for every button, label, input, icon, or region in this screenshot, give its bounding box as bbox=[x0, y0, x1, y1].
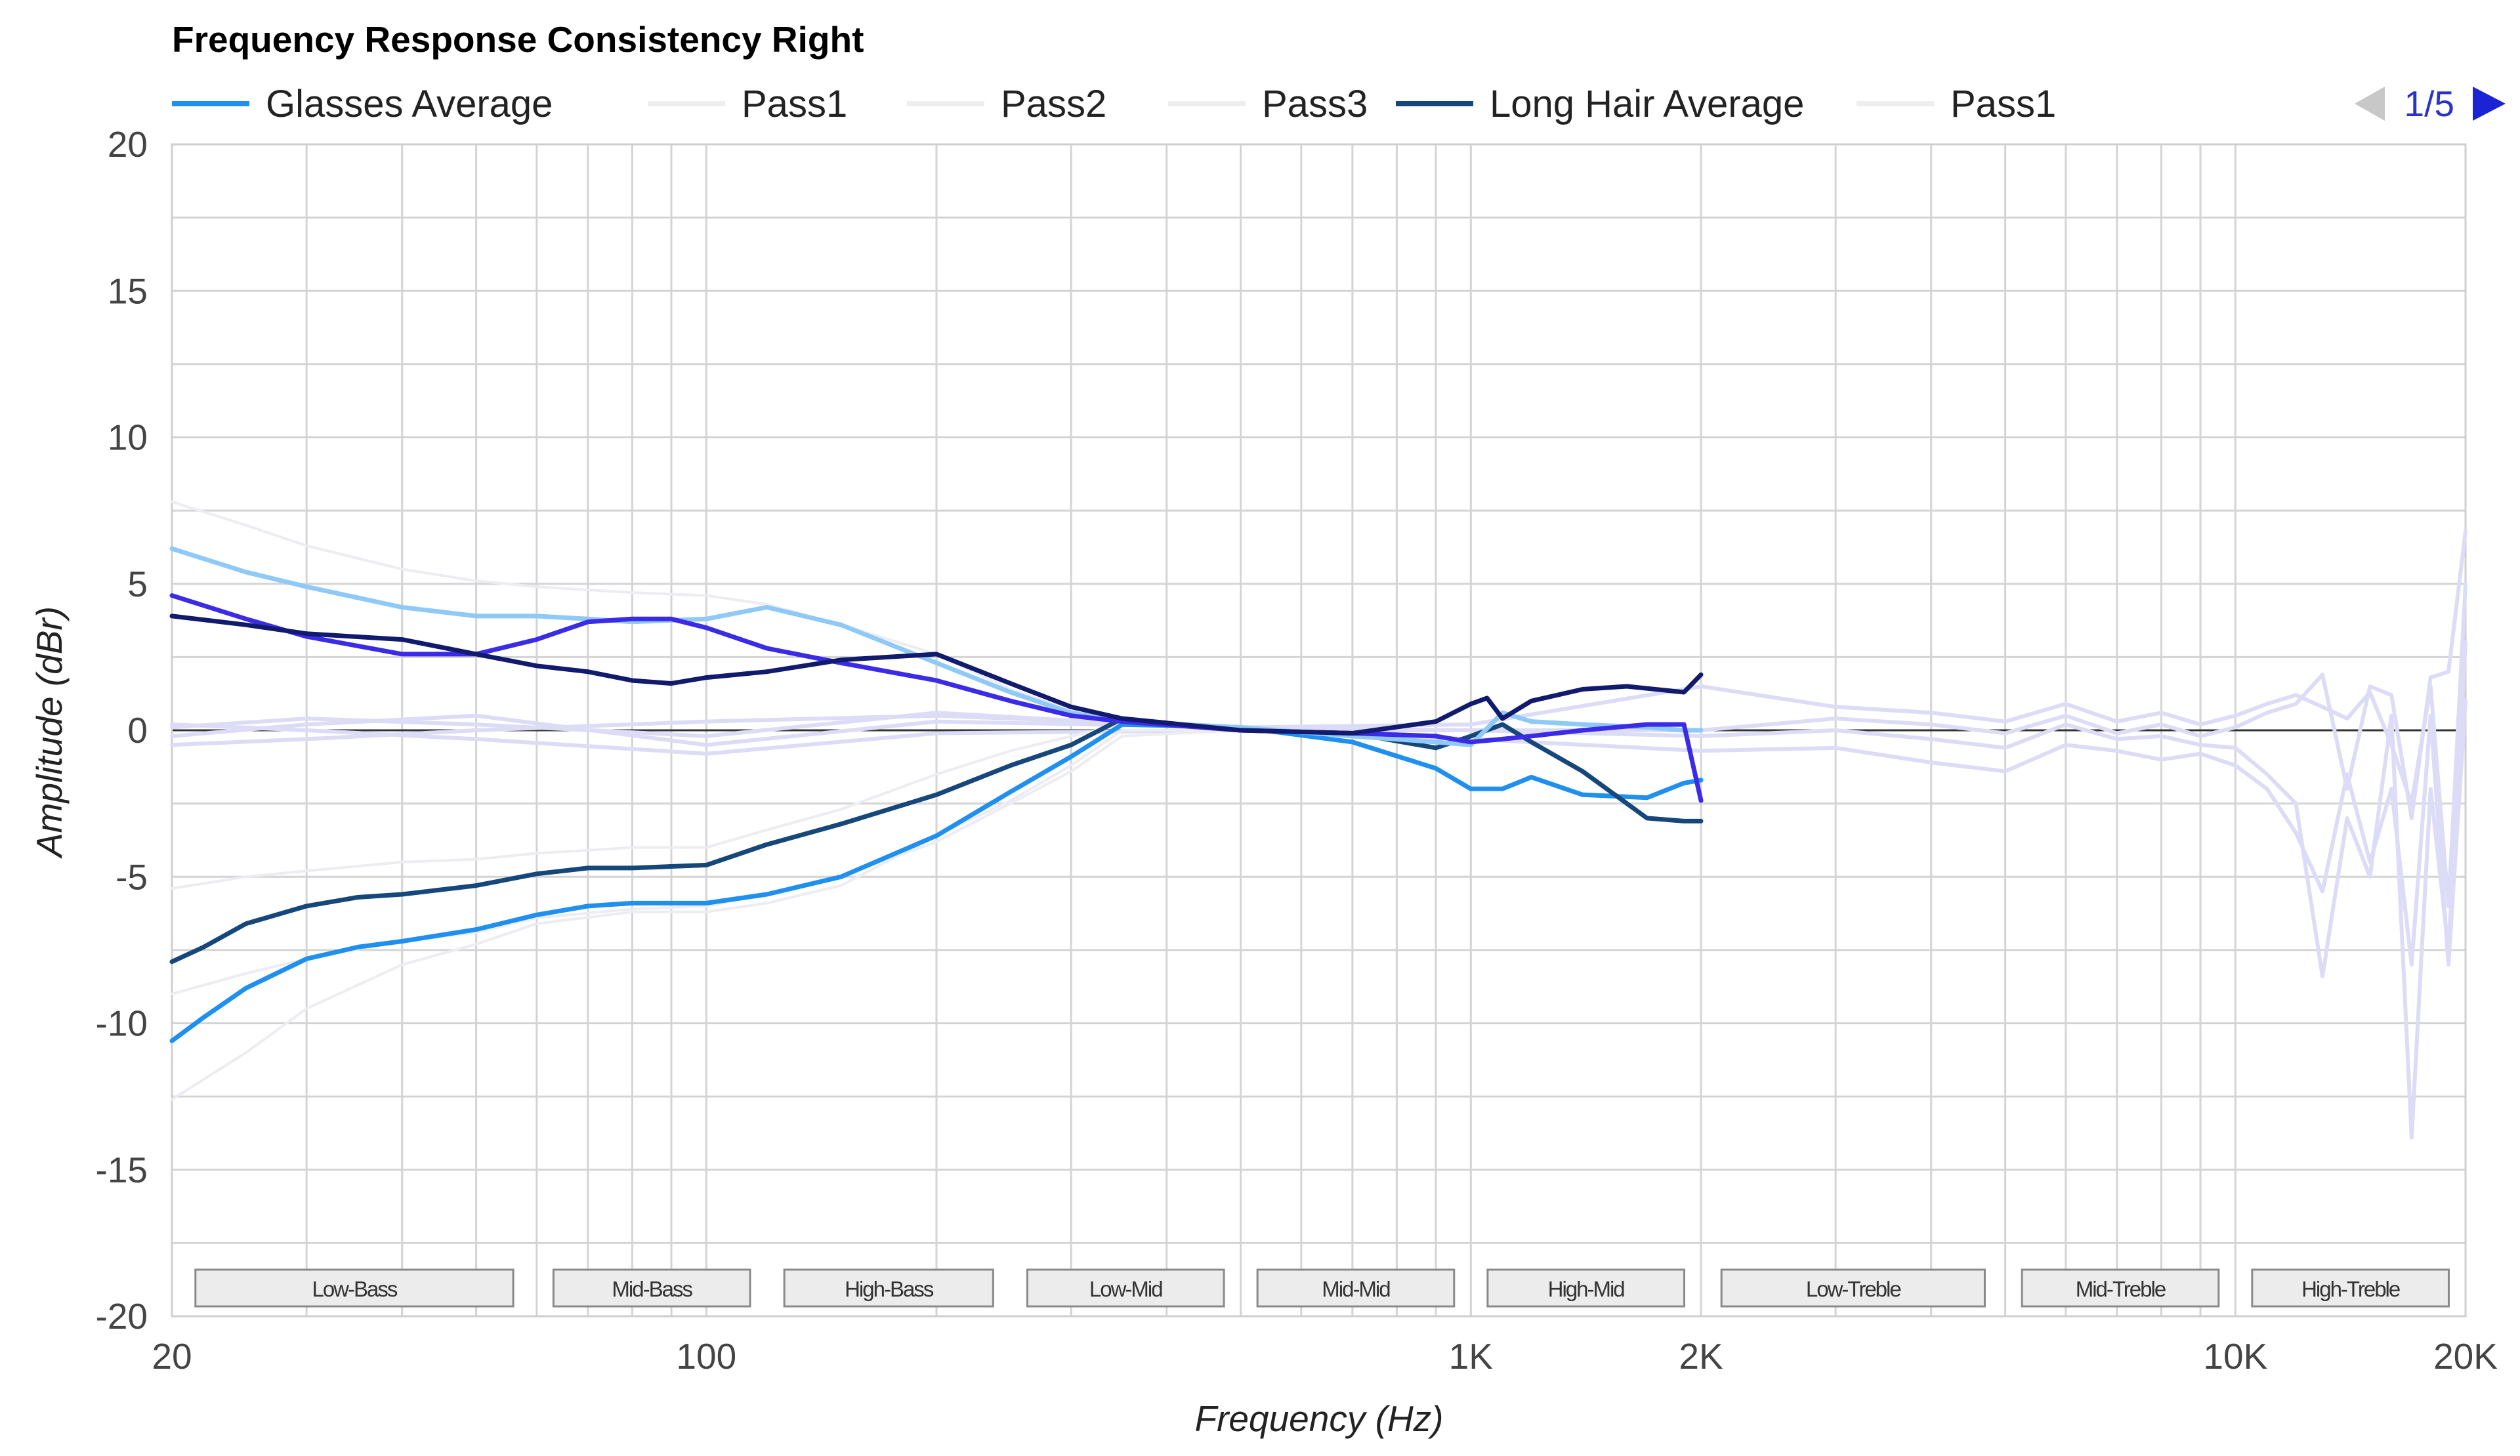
band-label: Low-Mid bbox=[1089, 1277, 1162, 1301]
legend-swatch bbox=[1168, 101, 1246, 106]
y-tick-label: 20 bbox=[108, 124, 148, 165]
pager-text: 1/5 bbox=[2404, 83, 2454, 124]
y-tick-label: -15 bbox=[96, 1150, 148, 1190]
legend-item[interactable]: Glasses Average bbox=[172, 77, 553, 130]
frequency-bands: Low-Bass Mid-Bass High-Bass Low-Mid Mid-Mid H… bbox=[194, 1268, 2450, 1308]
legend: 1/5 Glasses Average Pass1 Pass2 Pass3 Long H… bbox=[172, 77, 2508, 130]
x-tick-label: 100 bbox=[676, 1336, 736, 1377]
legend-label: Pass2 bbox=[1001, 82, 1107, 125]
x-tick-label: 1K bbox=[1449, 1336, 1494, 1377]
legend-item[interactable]: Pass2 bbox=[907, 77, 1106, 130]
y-tick-label: -20 bbox=[96, 1296, 148, 1337]
series-line-glasses-pass bbox=[169, 593, 1704, 803]
y-axis-label: Amplitude (dBr) bbox=[29, 606, 70, 858]
band-label: Low-Bass bbox=[312, 1277, 397, 1301]
legend-item[interactable]: Pass1 bbox=[1857, 77, 2056, 130]
legend-swatch bbox=[648, 101, 725, 106]
series-line-pass bbox=[171, 500, 1242, 732]
y-tick-label: 15 bbox=[108, 270, 148, 311]
legend-label: Pass1 bbox=[742, 82, 848, 125]
legend-swatch bbox=[907, 101, 984, 106]
series-line-pass bbox=[170, 529, 2468, 820]
y-tick-label: 5 bbox=[127, 564, 148, 604]
legend-swatch bbox=[1396, 101, 1473, 106]
series-line-pass bbox=[171, 729, 1242, 1101]
band-label: High-Bass bbox=[845, 1277, 934, 1301]
series-line-pass bbox=[170, 699, 2468, 967]
legend-label: Long Hair Average bbox=[1490, 82, 1805, 125]
pager-next-icon[interactable] bbox=[2469, 84, 2508, 123]
band-box bbox=[2251, 1268, 2450, 1308]
band-box bbox=[194, 1268, 514, 1308]
legend-item[interactable]: Pass1 bbox=[648, 77, 847, 130]
y-tick-label: 0 bbox=[127, 710, 148, 751]
legend-swatch bbox=[172, 101, 249, 106]
x-tick-label: 10K bbox=[2203, 1336, 2267, 1377]
band-box bbox=[1720, 1268, 1986, 1308]
band-box bbox=[1256, 1268, 1456, 1308]
series-line-glasses-pass bbox=[169, 546, 1704, 747]
band-box bbox=[2021, 1268, 2220, 1308]
band-box bbox=[1026, 1268, 1225, 1308]
band-box bbox=[1486, 1268, 1685, 1308]
x-tick-label: 20K bbox=[2433, 1336, 2498, 1377]
band-label: High-Mid bbox=[1548, 1277, 1625, 1301]
legend-label: Pass3 bbox=[1262, 82, 1368, 125]
series-line-long-hair-pass bbox=[169, 614, 1704, 736]
series-group bbox=[169, 500, 2468, 1140]
x-tick-label: 2K bbox=[1679, 1336, 1723, 1377]
series-line-pass bbox=[171, 723, 1242, 890]
band-box bbox=[783, 1268, 994, 1308]
series-line-pass bbox=[170, 581, 2468, 908]
y-tick-label: -5 bbox=[116, 856, 148, 897]
band-label: High-Treble bbox=[2301, 1277, 2400, 1301]
legend-swatch bbox=[1857, 101, 1934, 106]
legend-item[interactable]: Long Hair Average bbox=[1396, 77, 1804, 130]
pager-prev-icon[interactable] bbox=[2351, 84, 2390, 123]
y-tick-label: -10 bbox=[96, 1003, 148, 1044]
series-line-glasses-average bbox=[169, 722, 1704, 1043]
series-line-pass bbox=[170, 640, 2468, 1140]
chart-title: Frequency Response Consistency Right bbox=[172, 19, 864, 60]
legend-label: Glasses Average bbox=[266, 82, 553, 125]
x-tick-label: 20 bbox=[152, 1336, 192, 1377]
band-box bbox=[552, 1268, 751, 1308]
x-axis-label: Frequency (Hz) bbox=[1194, 1398, 1444, 1439]
band-label: Mid-Treble bbox=[2076, 1277, 2166, 1301]
legend-item[interactable]: Pass3 bbox=[1168, 77, 1368, 130]
legend-label: Pass1 bbox=[1950, 82, 2057, 125]
legend-pager: 1/5 bbox=[2351, 77, 2508, 130]
band-label: Mid-Bass bbox=[612, 1277, 692, 1301]
y-tick-label: 10 bbox=[108, 417, 148, 458]
band-label: Low-Treble bbox=[1806, 1277, 1900, 1301]
band-label: Mid-Mid bbox=[1322, 1277, 1390, 1301]
